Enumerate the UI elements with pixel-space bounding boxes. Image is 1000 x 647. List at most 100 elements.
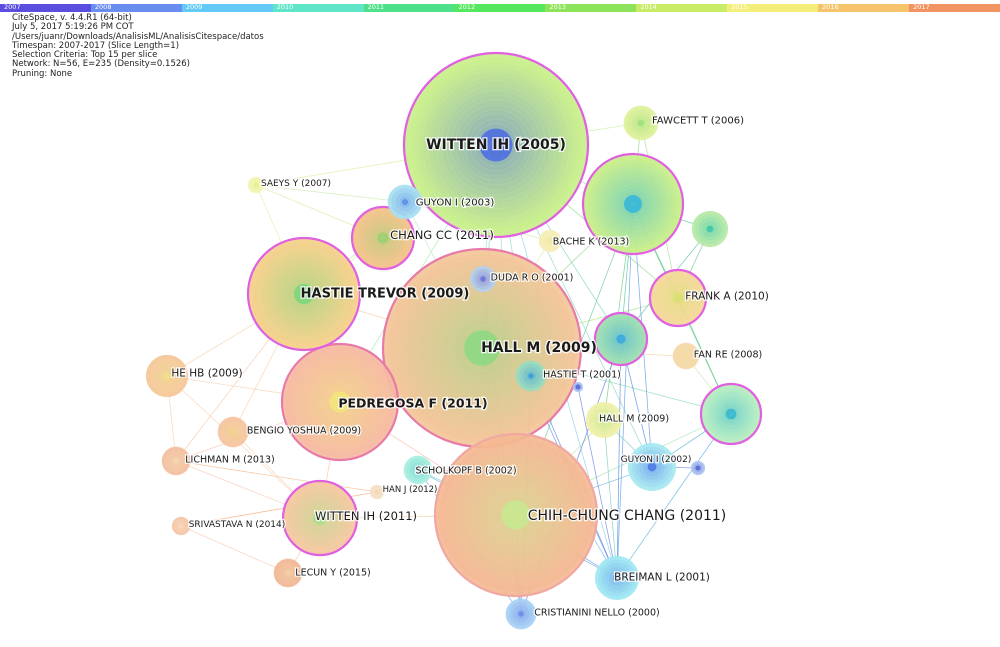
node-lichman[interactable] (161, 446, 191, 476)
node-tree-ring (449, 315, 515, 381)
node-scholkopf[interactable] (403, 455, 433, 485)
node-saeys[interactable] (247, 176, 265, 194)
node-core (464, 330, 500, 366)
node-tree-ring (302, 364, 378, 440)
node-label: LECUN Y (2015) (295, 567, 370, 578)
node-tree-ring (695, 214, 725, 244)
node-tree-ring (627, 109, 655, 137)
node-label: HALL M (2009) (599, 413, 669, 424)
node-tree-ring (573, 382, 583, 392)
timeline-segment: 2016 (818, 3, 910, 12)
header-line: Timespan: 2007-2017 (Slice Length=1) (12, 40, 180, 51)
node-tree-ring (675, 345, 697, 367)
node-tree-ring (598, 559, 636, 597)
timeline-segment: 2013 (545, 3, 637, 12)
node-tree-ring (320, 382, 360, 422)
node-tree-ring (299, 497, 341, 539)
node-bache[interactable] (538, 229, 562, 253)
node-core (285, 570, 291, 576)
node-tree-ring (631, 113, 651, 133)
node-burst-ring (246, 236, 362, 352)
node-tree-ring (441, 90, 551, 200)
node-tree-ring (306, 368, 374, 436)
node-tree-ring (284, 482, 356, 554)
node-lecun[interactable] (273, 558, 303, 588)
node-duda[interactable] (469, 265, 497, 293)
node-core (637, 119, 645, 127)
node-label: GUYON I (2002) (621, 455, 692, 465)
node-burst-ring (699, 382, 763, 446)
header-line: Pruning: None (12, 68, 73, 79)
node-guyon2003[interactable] (387, 184, 423, 220)
node-chang2011[interactable] (350, 205, 416, 271)
node-tree-ring (363, 218, 403, 258)
node-hallm2009b[interactable] (585, 401, 623, 439)
node-tree-ring (258, 248, 350, 340)
node-cristianini[interactable] (505, 598, 537, 630)
node-bigGreen[interactable] (581, 152, 685, 256)
node-breiman[interactable] (595, 556, 639, 600)
node-fawcett[interactable] (623, 105, 659, 141)
header-line: CiteSpace, v. 4.4.R1 (64-bit) (12, 13, 132, 23)
node-tree-ring (525, 370, 537, 382)
node-witten2005[interactable] (402, 51, 590, 239)
node-hastie2001[interactable] (515, 360, 547, 392)
node-tree-ring (283, 568, 293, 578)
node-guyon2002[interactable] (628, 443, 676, 491)
labels-layer: WITTEN IH (2005) FAWCETT T (2006) SAEYS Y … (170, 114, 770, 619)
node-smallBlue2[interactable] (690, 460, 706, 476)
node-tree-ring (418, 67, 574, 223)
node-tree-ring (657, 277, 699, 319)
node-tree-ring (541, 232, 559, 250)
timeline-segment: 2011 (363, 3, 455, 12)
node-tree-ring (273, 558, 303, 588)
node-core (178, 523, 184, 529)
node-wittenIH2011[interactable] (281, 479, 359, 557)
node-tree-ring (508, 601, 534, 627)
node-core (518, 611, 524, 617)
node-tree-ring (261, 251, 347, 337)
node-tree-ring (428, 294, 536, 402)
timeline-segment: 2010 (272, 3, 364, 12)
node-rightSmall1[interactable] (691, 210, 729, 248)
node-core (706, 225, 714, 233)
node-tree-ring (443, 442, 589, 588)
node-label: BREIMAN L (2001) (614, 572, 710, 584)
node-frank[interactable] (648, 268, 708, 328)
node-tree-ring (447, 446, 585, 584)
node-chihchung[interactable] (433, 432, 599, 598)
node-tree-ring (585, 156, 681, 252)
node-srivastava[interactable] (171, 516, 191, 536)
node-rightRing[interactable] (699, 382, 763, 446)
node-smallBlue1[interactable] (572, 381, 584, 393)
timeline-year: 2015 (731, 3, 748, 11)
node-pedregosa[interactable] (280, 342, 400, 462)
node-core (377, 232, 389, 244)
node-tree-ring (157, 366, 177, 386)
node-core (293, 283, 315, 305)
timeline-bar: 2007 2008 2009 2010 2011 2012 2013 2014 2015 2016… (0, 3, 1000, 12)
node-hehb[interactable] (145, 354, 189, 398)
node-tree-ring (515, 608, 527, 620)
node-tree-ring (247, 176, 265, 194)
node-tree-ring (605, 323, 637, 355)
nodes-layer (145, 51, 763, 630)
timeline-year: 2013 (549, 3, 566, 11)
node-bengio[interactable] (217, 416, 249, 448)
timeline-segment: 2012 (454, 3, 546, 12)
node-hastieTrevor[interactable] (246, 236, 362, 352)
node-tree-ring (413, 62, 579, 228)
node-core (173, 458, 179, 464)
node-tree-ring (712, 395, 750, 433)
node-fanre[interactable] (672, 342, 700, 370)
node-midCyan[interactable] (593, 311, 649, 367)
node-tree-ring (254, 244, 354, 344)
node-tree-ring (171, 456, 181, 466)
node-hanj[interactable] (369, 484, 385, 500)
node-tree-ring (668, 288, 688, 308)
node-tree-ring (171, 516, 191, 536)
node-tree-ring (599, 170, 667, 238)
node-tree-ring (272, 262, 336, 326)
node-tree-ring (515, 360, 547, 392)
